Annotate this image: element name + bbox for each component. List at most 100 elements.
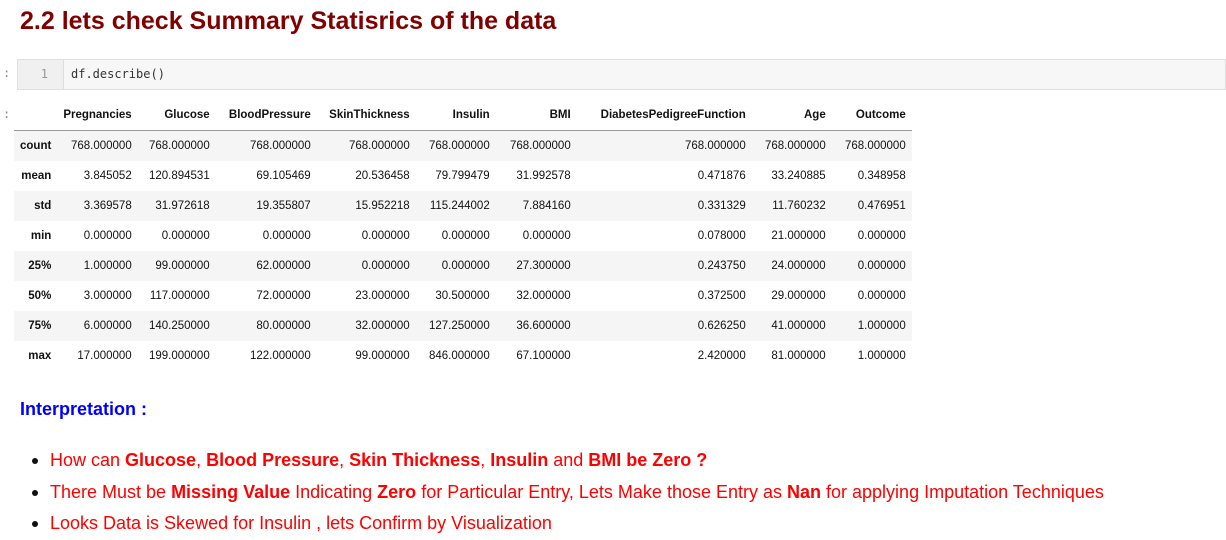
table-cell: 0.000000 [361, 260, 410, 272]
table-row: 25% 1.000000 99.000000 62.000000 0.000000 0.0… [14, 251, 912, 281]
row-label: 50% [28, 290, 52, 302]
table-cell: 0.000000 [441, 260, 490, 272]
table-cell: 24.000000 [771, 260, 826, 272]
table-cell: 79.799479 [435, 170, 490, 182]
table-cell: 0.471876 [697, 170, 746, 182]
table-cell: 27.300000 [516, 260, 571, 272]
table-cell: 1.000000 [857, 350, 906, 362]
column-header: Pregnancies [57, 100, 138, 131]
text-segment: for applying Imputation Techniques [821, 481, 1104, 502]
table-cell: 0.000000 [262, 230, 311, 242]
column-header: Insulin [415, 100, 496, 131]
table-cell: 33.240885 [771, 170, 826, 182]
table-cell: 7.884160 [522, 200, 571, 212]
table-cell: 199.000000 [148, 350, 210, 362]
table-cell: 99.000000 [355, 350, 410, 362]
table-cell: 31.972618 [155, 200, 210, 212]
bold-term: Blood Pressure [206, 450, 340, 470]
text-segment: , [196, 450, 207, 470]
column-header: Glucose [137, 100, 216, 131]
column-header: DiabetesPedigreeFunction [576, 100, 752, 131]
line-number-gutter: 1 [18, 60, 64, 89]
table-cell: 11.760232 [772, 200, 826, 212]
column-header: BloodPressure [215, 100, 317, 131]
table-cell: 0.243750 [697, 260, 746, 272]
output-prompt: : [3, 107, 11, 121]
table-cell: 0.000000 [441, 230, 490, 242]
table-cell: 23.000000 [355, 290, 410, 302]
table-cell: 67.100000 [516, 350, 571, 362]
table-cell: 32.000000 [355, 320, 410, 332]
table-cell: 3.845052 [83, 170, 132, 182]
table-row: std 3.369578 31.972618 19.355807 15.952218 11… [14, 191, 912, 221]
index-header [14, 100, 58, 131]
table-cell: 81.000000 [771, 350, 826, 362]
code-cell[interactable]: 1 df.describe() [17, 59, 1226, 90]
column-header: Outcome [831, 100, 912, 131]
table-cell: 62.000000 [256, 260, 311, 272]
table-cell: 69.105469 [256, 170, 311, 182]
table-cell: 846.000000 [428, 350, 490, 362]
table-cell: 21.000000 [771, 230, 826, 242]
table-cell: 19.355807 [256, 200, 311, 212]
table-cell: 0.372500 [697, 290, 746, 302]
table-row: min 0.000000 0.000000 0.000000 0.000000 0.000… [14, 221, 912, 251]
table-row: count 768.000000 768.000000 768.000000 768.0… [14, 130, 912, 161]
table-cell: 768.000000 [509, 140, 571, 152]
table-cell: 41.000000 [771, 320, 826, 332]
text-segment: There Must be [50, 481, 172, 502]
table-cell: 120.894531 [148, 170, 210, 182]
table-cell: 0.331329 [697, 200, 746, 212]
table-cell: 115.244002 [429, 200, 490, 212]
column-header: BMI [495, 100, 577, 131]
table-cell: 29.000000 [771, 290, 826, 302]
table-cell: 117.000000 [149, 290, 210, 302]
bold-term: Insulin [490, 450, 549, 470]
table-row: max 17.000000 199.000000 122.000000 99.00000… [14, 341, 912, 371]
column-header: SkinThickness [316, 100, 416, 131]
table-cell: 768.000000 [764, 140, 826, 152]
table-cell: 15.952218 [355, 200, 410, 212]
table-header-row: Pregnancies Glucose BloodPressure SkinTh… [14, 100, 912, 131]
text-segment: and [548, 450, 589, 470]
text-segment: for Particular Entry, Lets Make those En… [416, 481, 787, 502]
bold-term: BMI be Zero ? [588, 450, 708, 470]
table-cell: 0.476951 [857, 200, 906, 212]
notebook-heading: 2.2 lets check Summary Statisrics of the… [20, 7, 557, 35]
table-cell: 3.000000 [83, 290, 132, 302]
row-label: count [20, 140, 52, 152]
row-label: mean [21, 170, 52, 182]
table-cell: 0.000000 [857, 260, 906, 272]
table-cell: 32.000000 [516, 290, 571, 302]
table-cell: 0.348958 [857, 170, 906, 182]
table-cell: 1.000000 [83, 260, 132, 272]
table-cell: 36.600000 [516, 320, 571, 332]
table-cell: 2.420000 [697, 350, 746, 362]
bold-term: Glucose [125, 450, 197, 470]
row-label: std [34, 200, 52, 212]
interpretation-list: How can Glucose, Blood Pressure, Skin Th… [32, 445, 1104, 540]
text-segment: Looks Data is Skewed for Insulin , lets … [50, 513, 552, 533]
row-label: min [30, 230, 52, 242]
table-cell: 80.000000 [256, 320, 311, 332]
interpretation-title: Interpretation : [20, 399, 148, 419]
table-row: 50% 3.000000 117.000000 72.000000 23.000000 3… [14, 281, 912, 311]
table-cell: 768.000000 [348, 140, 410, 152]
table-cell: 0.000000 [83, 230, 132, 242]
table-cell: 140.250000 [148, 320, 210, 332]
table-cell: 768.000000 [148, 140, 210, 152]
table-cell: 99.000000 [155, 260, 210, 272]
text-segment: , [480, 450, 491, 470]
table-cell: 768.000000 [844, 140, 906, 152]
table-row: 75% 6.000000 140.250000 80.000000 32.000000 1… [14, 311, 912, 341]
row-label: 75% [28, 320, 52, 332]
column-header: Age [751, 100, 832, 131]
table-cell: 20.536458 [355, 170, 410, 182]
table-cell: 0.000000 [522, 230, 571, 242]
input-prompt: : [3, 66, 11, 80]
code-line[interactable]: df.describe() [71, 67, 165, 81]
table-cell: 0.000000 [857, 230, 906, 242]
row-label: max [28, 350, 52, 362]
table-cell: 31.992578 [516, 170, 571, 182]
table-cell: 0.078000 [697, 230, 746, 242]
